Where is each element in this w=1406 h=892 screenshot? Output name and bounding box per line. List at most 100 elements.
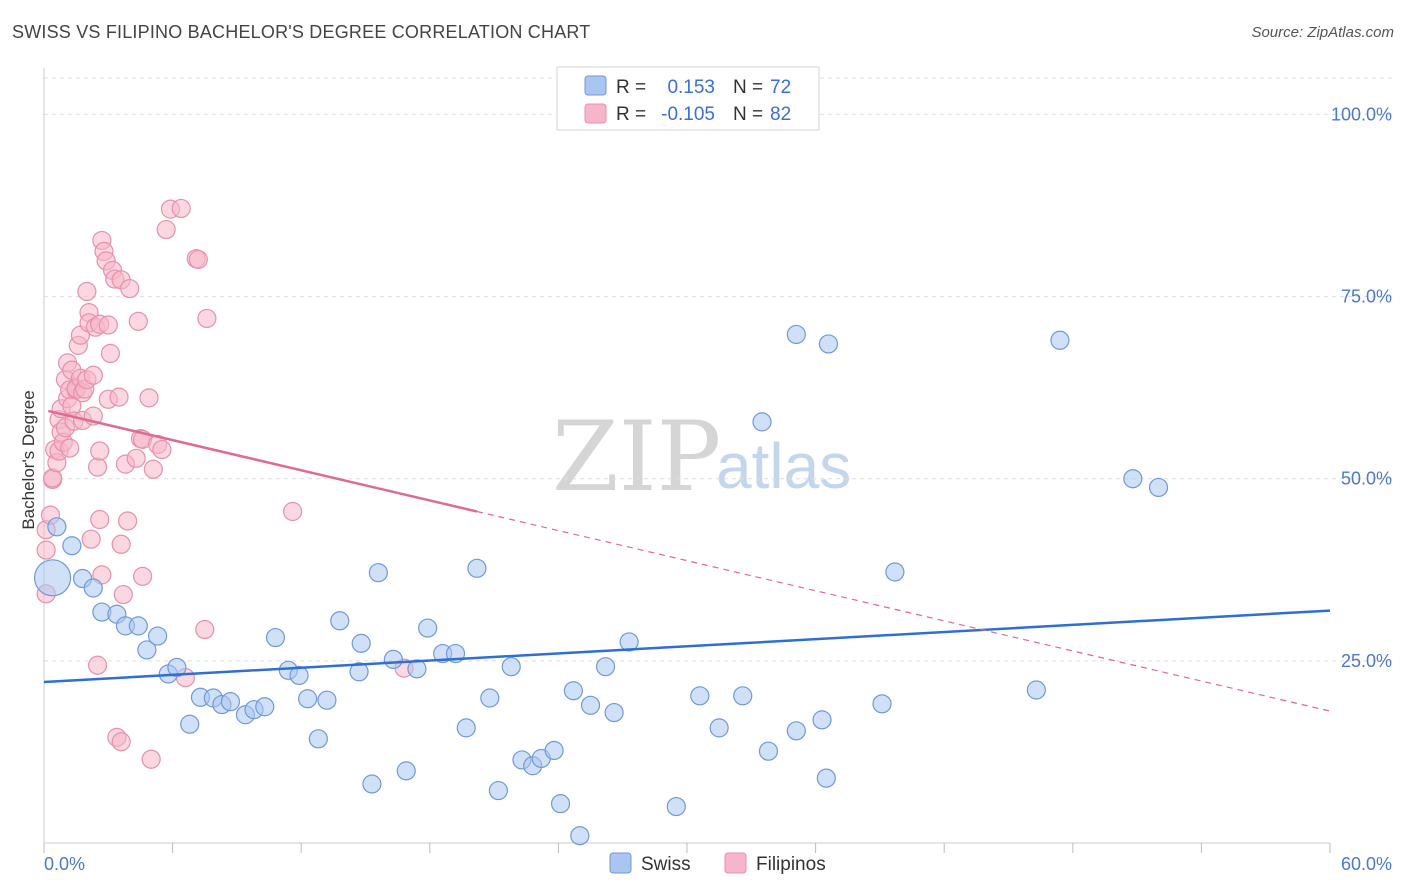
y-tick-labels: 25.0% 50.0% 75.0% 100.0% — [1331, 104, 1392, 670]
swiss-point — [265, 627, 286, 648]
swiss-trend-line — [43, 609, 1331, 684]
swiss-point — [1026, 680, 1046, 700]
filipinos-point — [171, 198, 191, 219]
swiss-point — [709, 718, 729, 738]
swiss-point — [351, 633, 371, 653]
filipinos-point — [111, 534, 131, 554]
chart-title: SWISS VS FILIPINO BACHELOR'S DEGREE CORR… — [12, 22, 591, 42]
filipinos-point — [120, 278, 140, 299]
swiss-point — [786, 721, 806, 741]
gridlines — [44, 77, 1392, 662]
swiss-point — [33, 559, 72, 597]
swiss-point — [818, 334, 839, 354]
swiss-point — [167, 657, 187, 678]
filipinos-point — [188, 249, 208, 270]
watermark-atlas: atlas — [716, 430, 851, 502]
swiss-point — [220, 692, 241, 712]
legend-n-label-filipinos: N = — [733, 104, 763, 125]
swiss-point — [330, 611, 350, 631]
watermark-zip: ZIP — [552, 401, 721, 513]
swiss-point — [289, 665, 309, 686]
swiss-point — [362, 774, 382, 794]
filipinos-point — [197, 308, 217, 329]
filipinos-points — [36, 198, 414, 769]
filipinos-point — [90, 509, 110, 530]
bottom-legend-swatch-filipinos — [724, 852, 747, 874]
legend-n-label-swiss: N = — [733, 77, 763, 98]
swiss-point — [1148, 477, 1169, 498]
swiss-point — [418, 618, 438, 638]
filipinos-point — [87, 655, 108, 675]
y-tick-50: 50.0% — [1341, 469, 1392, 489]
x-tick-min: 0.0% — [44, 854, 85, 874]
legend-r-value-swiss: 0.153 — [667, 77, 715, 98]
swiss-point — [752, 412, 772, 432]
swiss-point — [1123, 469, 1143, 489]
legend-r-label-swiss: R = — [616, 77, 646, 98]
legend-r-value-filipinos: -0.105 — [661, 104, 715, 125]
legend-swatch-swiss — [584, 75, 607, 96]
swiss-point — [396, 761, 416, 781]
filipinos-point — [132, 566, 153, 586]
filipinos-point — [60, 438, 80, 458]
filipinos-trend-line — [48, 409, 478, 513]
y-axis-label: Bachelor's Degree — [19, 390, 38, 529]
swiss-point — [816, 768, 836, 788]
swiss-point — [62, 536, 82, 556]
filipinos-trend-extension — [476, 510, 1331, 712]
filipinos-point — [36, 540, 56, 560]
series-legend: Swiss Filipinos — [609, 852, 826, 875]
swiss-point — [128, 616, 148, 636]
filipinos-point — [109, 387, 129, 407]
swiss-point — [619, 632, 639, 652]
filipinos-point — [77, 281, 97, 302]
y-tick-25: 25.0% — [1341, 651, 1392, 671]
filipinos-point — [83, 365, 103, 385]
swiss-point — [812, 710, 832, 730]
filipinos-point — [126, 448, 146, 468]
y-tick-100: 100.0% — [1331, 104, 1392, 124]
filipinos-point — [141, 749, 161, 769]
filipinos-point — [143, 459, 163, 479]
axes — [43, 68, 1331, 853]
swiss-point — [467, 558, 487, 578]
filipinos-point — [87, 457, 108, 477]
swiss-point — [604, 702, 624, 723]
filipinos-point — [139, 388, 159, 408]
swiss-point — [690, 686, 710, 706]
swiss-point — [137, 640, 157, 660]
correlation-legend: R = 0.153 N = 72 R = -0.105 N = 82 — [556, 66, 820, 131]
swiss-point — [180, 714, 200, 734]
filipinos-point — [90, 441, 110, 461]
swiss-point — [733, 686, 753, 706]
swiss-point — [47, 517, 67, 537]
filipinos-point — [152, 439, 172, 460]
swiss-point — [550, 794, 571, 814]
swiss-point — [349, 662, 369, 682]
filipinos-point — [195, 619, 215, 640]
swiss-point — [480, 688, 500, 708]
filipinos-point — [111, 732, 131, 752]
swiss-point — [580, 695, 601, 715]
swiss-point — [308, 729, 328, 749]
swiss-point — [786, 324, 806, 345]
bottom-legend-filipinos: Filipinos — [756, 854, 826, 875]
swiss-point — [368, 563, 388, 583]
legend-r-label-filipinos: R = — [616, 104, 646, 125]
swiss-point — [501, 657, 521, 677]
swiss-point — [383, 649, 403, 670]
swiss-point — [407, 659, 427, 679]
swiss-point — [488, 780, 508, 801]
swiss-point — [595, 657, 616, 677]
swiss-point — [872, 694, 892, 714]
filipinos-point — [113, 584, 133, 605]
trend-lines — [43, 409, 1331, 712]
swiss-point — [885, 562, 905, 582]
bottom-legend-swiss: Swiss — [641, 854, 691, 875]
filipinos-point — [283, 501, 303, 522]
swiss-point — [563, 681, 584, 701]
bottom-legend-swatch-swiss — [609, 852, 632, 874]
swiss-point — [570, 826, 590, 846]
x-tick-max: 60.0% — [1341, 854, 1392, 874]
source-credit: Source: ZipAtlas.com — [1251, 24, 1394, 41]
